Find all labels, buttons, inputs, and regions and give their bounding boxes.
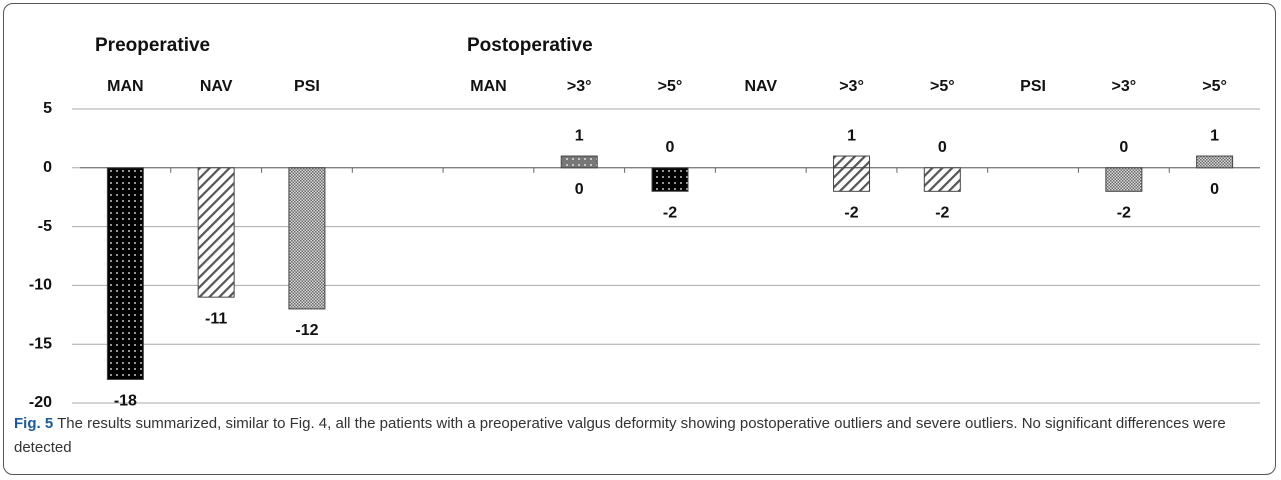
bar — [833, 167, 871, 192]
bar — [560, 155, 598, 169]
figure-frame — [3, 3, 1276, 475]
y-tick-label: 5 — [43, 100, 52, 117]
x-tick-label: >5° — [1202, 78, 1227, 95]
x-tick-label: >5° — [930, 78, 955, 95]
y-tick-label: -15 — [29, 335, 52, 352]
y-tick-label: 0 — [43, 159, 52, 176]
x-tick-label: >3° — [567, 78, 592, 95]
value-label: -12 — [295, 322, 318, 339]
x-tick-label: MAN — [107, 78, 143, 95]
bar — [197, 167, 235, 298]
value-label: -11 — [205, 310, 227, 327]
bar — [833, 155, 871, 169]
x-tick-label: NAV — [744, 78, 777, 95]
x-tick-label: NAV — [200, 78, 233, 95]
caption-text: The results summarized, similar to Fig. … — [14, 415, 1226, 456]
y-tick-label: -5 — [38, 218, 52, 235]
value-label: 0 — [1119, 139, 1128, 156]
x-tick-label: PSI — [294, 78, 320, 95]
value-label: -2 — [844, 205, 858, 222]
x-tick-label: MAN — [470, 78, 506, 95]
value-label: 0 — [575, 181, 584, 198]
y-tick-label: -20 — [29, 394, 52, 410]
x-tick-label: >3° — [1112, 78, 1137, 95]
value-label: 1 — [847, 127, 856, 144]
caption-label: Fig. 5 — [14, 415, 54, 432]
bar — [106, 167, 144, 380]
caption: Fig. 5 The results summarized, similar t… — [14, 412, 1264, 460]
group-label: Postoperative — [467, 35, 593, 56]
bar — [1105, 167, 1143, 192]
y-tick-label: -10 — [29, 277, 52, 294]
x-tick-label: >3° — [839, 78, 864, 95]
bar — [923, 167, 961, 192]
value-label: 1 — [575, 127, 584, 144]
value-label: -2 — [663, 205, 677, 222]
value-label: 0 — [666, 139, 675, 156]
value-label: -18 — [114, 393, 137, 410]
group-label: Preoperative — [95, 35, 210, 56]
value-label: -2 — [1117, 205, 1131, 222]
value-label: -2 — [935, 205, 949, 222]
value-label: 0 — [1210, 181, 1219, 198]
value-label: 0 — [938, 139, 947, 156]
x-tick-label: >5° — [658, 78, 683, 95]
chart: Preoperative Postoperative -20-15-10-505… — [29, 35, 1260, 410]
bar — [288, 167, 326, 310]
x-tick-label: PSI — [1020, 78, 1046, 95]
value-label: 1 — [1210, 127, 1219, 144]
bar — [651, 167, 689, 192]
bar — [1196, 155, 1234, 169]
